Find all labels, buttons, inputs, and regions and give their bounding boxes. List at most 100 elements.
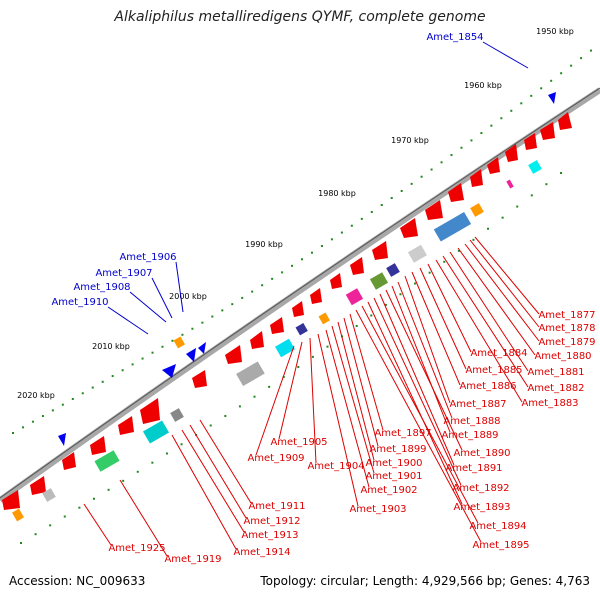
gene-label: Amet_1882 xyxy=(527,383,584,394)
inner-dot xyxy=(297,365,300,368)
inner-dot xyxy=(268,385,271,388)
scale-dot xyxy=(151,351,154,354)
gene-block xyxy=(528,160,542,174)
scale-dot xyxy=(440,161,443,164)
scale-dot xyxy=(301,258,304,261)
gene-label: Amet_1888 xyxy=(443,416,500,427)
label-connector xyxy=(278,341,303,440)
label-connector xyxy=(181,429,245,533)
scale-dot xyxy=(201,321,204,324)
scale-dot xyxy=(281,271,284,274)
gene-arrow xyxy=(270,317,284,334)
inner-dot xyxy=(224,414,227,417)
gene-block xyxy=(506,179,514,189)
gene-arrow xyxy=(558,112,572,130)
scale-dot xyxy=(121,369,124,372)
gene-arrow xyxy=(118,416,134,435)
label-connector xyxy=(119,479,168,557)
gene-label: Amet_1902 xyxy=(360,485,417,496)
gene-arrow xyxy=(505,144,518,162)
label-connector xyxy=(199,419,252,504)
gene-arrow xyxy=(58,433,66,446)
scale-dot xyxy=(131,363,134,366)
label-connector xyxy=(343,317,379,447)
tick-label: 1970 kbp xyxy=(391,136,429,145)
scale-dot xyxy=(380,204,383,207)
scale-dot xyxy=(241,296,244,299)
label-connector xyxy=(469,239,540,328)
scale-dot xyxy=(550,79,553,82)
label-connector xyxy=(129,291,167,323)
inner-dot xyxy=(501,216,504,219)
gene-block xyxy=(318,312,330,325)
inner-dot xyxy=(20,542,22,544)
label-connector xyxy=(309,337,317,464)
scale-dot xyxy=(21,426,24,429)
gene-arrow xyxy=(186,348,196,362)
gene-label: Amet_1878 xyxy=(538,323,595,334)
gene-label: Amet_1904 xyxy=(307,461,364,472)
scale-ring: 1950 kbp 1960 kbp 1970 kbp 1980 kbp 1990 kbp… xyxy=(12,27,593,434)
scale-dot xyxy=(320,245,323,248)
gene-labels: Amet_1854 Amet_1906 Amet_1907 Amet_1908 Amet… xyxy=(51,32,595,565)
scale-dot xyxy=(111,375,114,378)
label-connector xyxy=(189,424,247,519)
scale-dot xyxy=(41,415,44,418)
label-connector xyxy=(482,41,529,69)
tick-label: 2010 kbp xyxy=(92,342,130,351)
label-connector xyxy=(337,321,375,461)
gene-label: Amet_1925 xyxy=(108,543,165,554)
scale-dot xyxy=(500,117,503,120)
tick-label: 1960 kbp xyxy=(464,81,502,90)
gene-label: Amet_1886 xyxy=(459,381,516,392)
scale-dot xyxy=(410,182,413,185)
gene-arrow xyxy=(548,92,556,104)
tick-label: 1980 kbp xyxy=(318,189,356,198)
gene-arrow xyxy=(162,364,176,378)
gene-label: Amet_1914 xyxy=(233,547,290,558)
inner-dot xyxy=(399,293,402,296)
label-connector xyxy=(474,236,540,315)
scale-dot xyxy=(81,392,84,395)
gene-arrow xyxy=(62,452,76,470)
label-connector xyxy=(171,434,237,550)
scale-dot xyxy=(101,380,104,383)
gene-label: Amet_1879 xyxy=(538,337,595,348)
gene-arrow xyxy=(140,398,160,424)
inner-dot xyxy=(428,271,431,274)
scale-dot xyxy=(191,327,194,330)
gene-arrow xyxy=(448,183,464,202)
gene-block xyxy=(433,211,472,242)
scale-dot xyxy=(221,309,224,312)
gene-arrow xyxy=(540,122,555,140)
label-connector xyxy=(442,255,529,388)
inner-dot xyxy=(165,452,168,455)
inner-dot xyxy=(487,227,490,230)
inner-dot xyxy=(107,488,110,491)
inner-dot xyxy=(253,395,256,398)
scale-dot xyxy=(171,339,174,342)
label-connector xyxy=(151,277,173,319)
inner-dot xyxy=(180,443,183,446)
gene-label: Amet_1854 xyxy=(426,32,483,43)
inner-dot xyxy=(370,314,373,317)
label-connector xyxy=(391,285,451,433)
inner-dot xyxy=(443,260,446,263)
scale-dot xyxy=(480,132,483,135)
reverse-genes xyxy=(58,92,556,446)
gene-label: Amet_1884 xyxy=(470,348,527,359)
gene-block xyxy=(369,272,389,290)
gene-label: Amet_1885 xyxy=(465,365,522,376)
tick-label: 2020 kbp xyxy=(17,391,55,400)
gene-label: Amet_1910 xyxy=(51,297,108,308)
gene-label: Amet_1912 xyxy=(243,516,300,527)
label-connector xyxy=(325,329,370,488)
gene-arrow xyxy=(470,169,483,187)
gene-label: Amet_1900 xyxy=(365,458,422,469)
gene-label: Amet_1897 xyxy=(374,428,431,439)
scale-dot xyxy=(350,224,353,227)
gene-block xyxy=(142,420,170,444)
gene-arrow xyxy=(90,436,106,455)
label-connector xyxy=(317,333,359,507)
